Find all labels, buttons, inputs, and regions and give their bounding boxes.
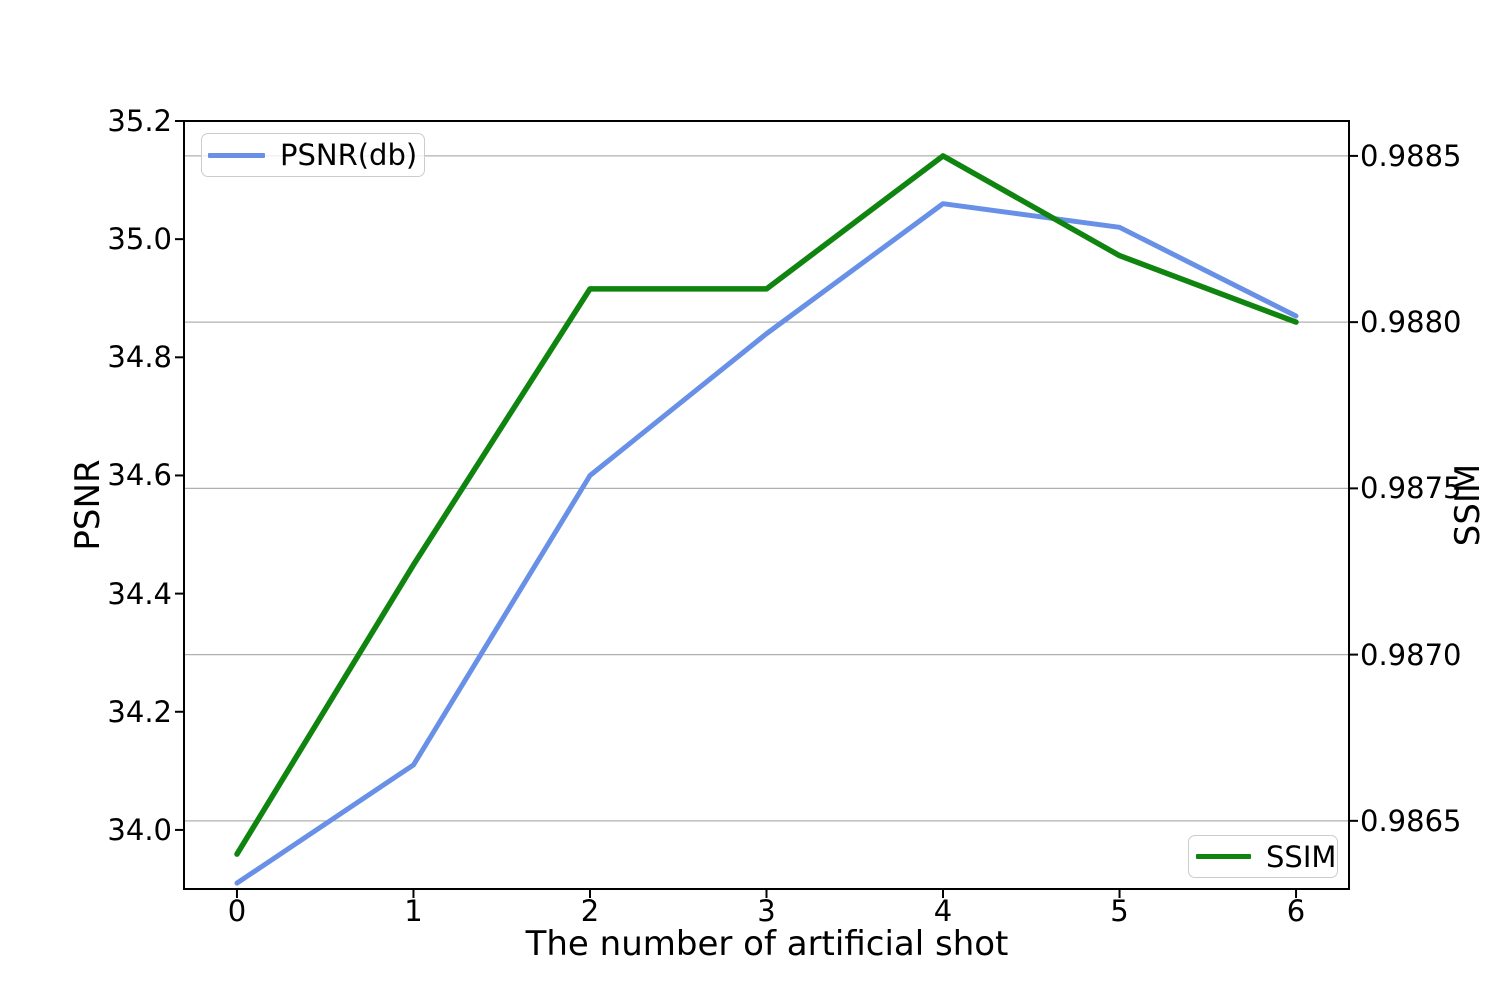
x-tick-5: 5 <box>1110 894 1129 928</box>
y-tick-left-4: 34.4 <box>107 576 172 611</box>
series-line-psnr-db- <box>234 201 1299 886</box>
y-tick-right-4: 0.9865 <box>1360 803 1462 838</box>
x-tick-0: 0 <box>227 894 247 928</box>
legend-psnr-label: PSNR(db) <box>280 138 418 172</box>
plot-spines <box>183 120 1350 890</box>
psnr-line-swatch <box>208 152 265 158</box>
x-tick-2: 2 <box>580 894 600 928</box>
y-axis-label-left: PSNR <box>68 459 108 551</box>
x-tick-1: 1 <box>404 894 423 928</box>
legend-ssim-label: SSIM <box>1266 839 1337 874</box>
y-tick-right-1: 0.9880 <box>1360 305 1462 340</box>
y-tick-left-2: 34.8 <box>107 340 172 375</box>
y-axis-label-right: SSIM <box>1448 463 1488 547</box>
gridlines <box>184 155 1349 822</box>
tick-marks <box>175 120 1358 898</box>
ssim-line-swatch <box>1196 854 1251 859</box>
legend-psnr: PSNR(db) <box>201 133 425 177</box>
y-tick-left-1: 35.0 <box>107 222 172 257</box>
y-tick-left-5: 34.2 <box>107 694 172 729</box>
y-tick-left-0: 35.2 <box>107 104 172 138</box>
x-tick-3: 3 <box>757 894 776 928</box>
x-tick-4: 4 <box>933 894 953 928</box>
y-tick-right-0: 0.9885 <box>1360 138 1462 173</box>
series-line-ssim <box>234 153 1299 857</box>
y-tick-left-6: 34.0 <box>107 812 172 847</box>
y-tick-right-2: 0.9875 <box>1360 471 1462 506</box>
y-tick-left-3: 34.6 <box>107 458 172 493</box>
legend-ssim: SSIM <box>1188 835 1338 878</box>
y-tick-right-3: 0.9870 <box>1360 637 1462 672</box>
x-axis-label: The number of artificial shot <box>525 924 1009 964</box>
x-tick-6: 6 <box>1286 894 1306 928</box>
